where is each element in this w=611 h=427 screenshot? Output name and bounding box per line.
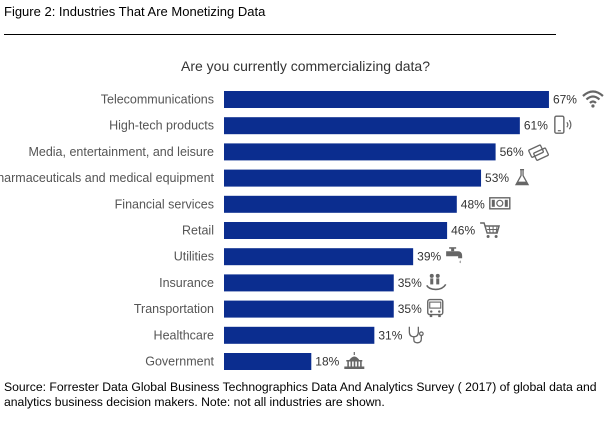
bar	[224, 326, 375, 344]
bar	[224, 91, 549, 108]
stethoscope-icon	[408, 326, 424, 344]
category-label: High-tech products	[109, 119, 214, 133]
category-label: Media, entertainment, and leisure	[28, 145, 214, 159]
category-label: Pharmaceuticals and medical equipment	[0, 171, 215, 185]
category-label: Healthcare	[154, 328, 214, 342]
bar	[224, 353, 312, 370]
value-label: 39%	[417, 250, 441, 264]
wifi-icon	[582, 90, 604, 108]
bar-chart: Telecommunications 67% High-tech products 6…	[0, 90, 604, 370]
value-label: 46%	[451, 224, 475, 238]
value-label: 48%	[461, 197, 485, 211]
banknote-icon	[489, 197, 511, 210]
shopping-cart-icon	[480, 222, 501, 238]
tickets-icon	[528, 144, 549, 161]
title-divider	[4, 34, 556, 35]
figure-title: Figure 2: Industries That Are Monetizing…	[4, 4, 266, 19]
value-label: 18%	[315, 355, 339, 369]
value-label: 53%	[485, 171, 509, 185]
category-label: Telecommunications	[101, 93, 214, 107]
bar	[224, 143, 496, 161]
bar	[224, 169, 482, 187]
category-label: Government	[145, 355, 214, 369]
category-label: Insurance	[159, 276, 214, 290]
category-label: Utilities	[174, 250, 214, 264]
hand-with-people-icon	[426, 273, 447, 291]
bar	[224, 195, 457, 213]
value-label: 35%	[398, 276, 422, 290]
bar	[224, 248, 414, 266]
category-label: Financial services	[115, 197, 214, 211]
faucet-icon	[446, 247, 463, 264]
value-label: 56%	[500, 145, 524, 159]
value-label: 61%	[524, 119, 548, 133]
smartphone-icon	[554, 115, 572, 134]
value-label: 31%	[378, 328, 402, 342]
category-label: Retail	[182, 224, 214, 238]
bar	[224, 274, 394, 292]
category-label: Transportation	[134, 302, 214, 316]
bar	[224, 117, 520, 135]
flask-icon	[514, 168, 530, 186]
capitol-building-icon	[344, 352, 365, 369]
chart-title: Are you currently commercializing data?	[181, 58, 430, 74]
bar	[224, 222, 448, 239]
bus-icon	[427, 298, 444, 318]
bar	[224, 300, 394, 318]
value-label: 67%	[553, 93, 577, 107]
source-note: Source: Forrester Data Global Business T…	[4, 380, 597, 409]
value-label: 35%	[398, 302, 422, 316]
